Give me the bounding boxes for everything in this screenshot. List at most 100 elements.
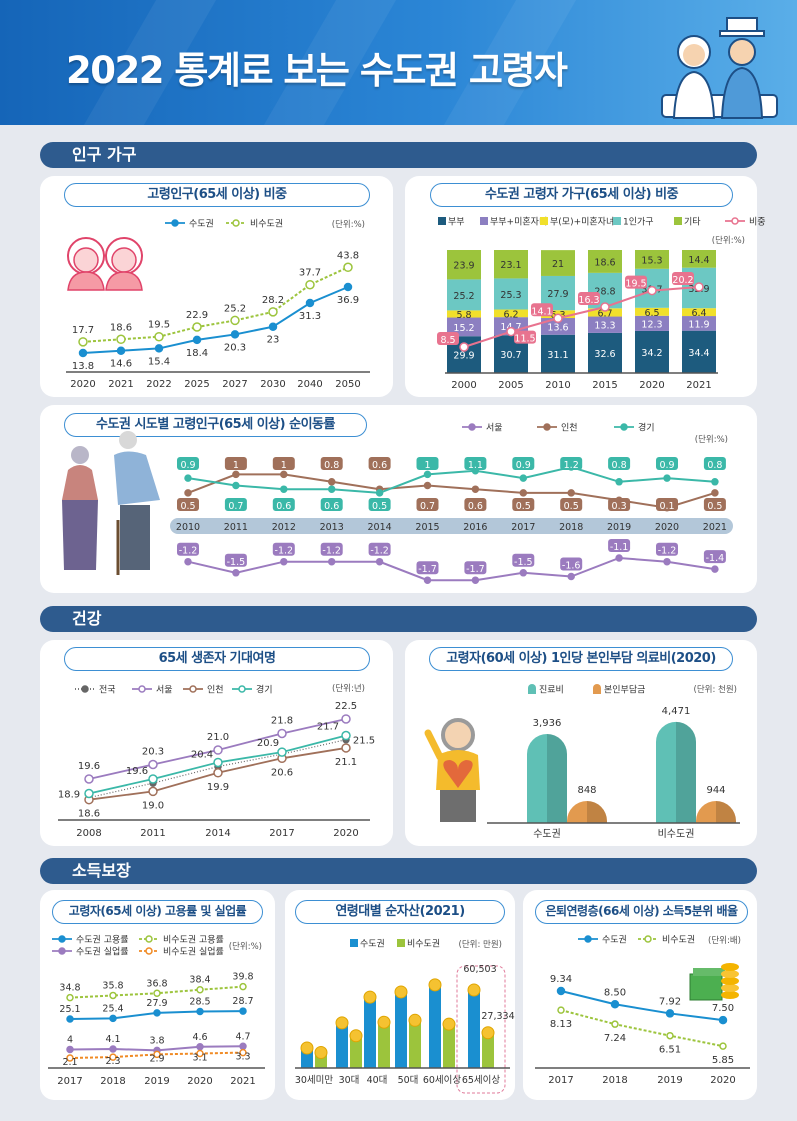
data-label-non-capital: 22.9 (186, 310, 208, 321)
ratio-label: 19.5 (625, 279, 646, 290)
coin-icon (428, 978, 442, 992)
coin-icon (442, 1017, 456, 1031)
data-label: 39.8 (232, 972, 253, 983)
data-label: 21.5 (353, 736, 375, 747)
gyeonggi-label-box (320, 498, 343, 511)
bar-segment-label: 34.4 (688, 348, 709, 359)
bar-수도권 (336, 1022, 348, 1068)
gyeonggi-label-box (512, 457, 535, 470)
bar-segment-label: 28.8 (594, 287, 615, 298)
chart-title: 연령대별 순자산(2021) (295, 900, 505, 924)
seoul-label: -1.2 (179, 546, 198, 557)
data-label: 19.6 (126, 766, 148, 777)
legend-label: 본인부담금 (604, 684, 645, 696)
data-point (611, 1020, 619, 1028)
year-strip (170, 518, 733, 534)
ratio-label: 16.3 (578, 295, 599, 306)
section-health: 건강 (40, 606, 757, 632)
chart-title: 고령자(65세 이상) 고용률 및 실업률 (52, 900, 263, 924)
data-point-non-capital (192, 322, 202, 332)
gyeonggi-label: 0.6 (324, 501, 339, 512)
incheon-label-box (656, 498, 678, 511)
incheon-label: 0.3 (612, 501, 627, 512)
data-point (665, 1009, 675, 1018)
data-point-seoul (519, 569, 528, 577)
data-point-seoul (280, 557, 288, 566)
legend-label: 수도권 실업률 (76, 946, 129, 958)
bar-segment-label: 15.2 (453, 323, 474, 334)
bar-segment (588, 250, 622, 273)
ratio-label: 20.2 (672, 275, 693, 286)
data-label: 4,471 (662, 706, 691, 717)
data-point (109, 1045, 117, 1053)
data-label: 3.3 (235, 1052, 250, 1063)
legend-marker-icon (238, 685, 246, 693)
x-tick-label: 2016 (463, 522, 487, 533)
seoul-label-box (560, 557, 583, 571)
bar-수도권 (364, 997, 376, 1068)
x-tick-label: 2021 (230, 1076, 255, 1087)
bar-segment (682, 308, 716, 317)
gyeonggi-label: 1.2 (564, 460, 579, 471)
ratio-label: 11.5 (514, 334, 535, 345)
legend-marker-icon (58, 935, 66, 943)
incheon-label-box (416, 498, 439, 511)
data-point-seoul (327, 557, 336, 566)
data-label: 25.1 (59, 1004, 80, 1015)
ratio-label: 14.1 (531, 306, 552, 317)
chart-title: 은퇴연령층(66세 이상) 소득5분위 배율 (535, 900, 748, 924)
x-tick-label: 2017 (269, 828, 294, 839)
bar-segment-label: 13.6 (547, 322, 568, 333)
incheon-label: 0.7 (420, 501, 435, 512)
data-point (341, 743, 351, 753)
unit-label: (단위:배) (708, 935, 741, 946)
data-point (239, 1042, 247, 1051)
seoul-label-box (368, 542, 391, 556)
data-label: 8.50 (604, 987, 626, 998)
gyeonggi-label: 0.8 (707, 460, 722, 471)
incheon-label: 0.8 (324, 460, 339, 471)
incheon-label: 0.5 (180, 501, 195, 512)
bar-segment (588, 308, 622, 317)
data-point-seoul (663, 557, 671, 566)
panel-life-expectancy (40, 640, 393, 846)
x-tick-label: 2022 (146, 379, 171, 390)
coin-icon (377, 1015, 391, 1029)
data-label-capital: 14.6 (110, 359, 132, 370)
data-point (109, 1014, 117, 1023)
legend-label: 진료비 (539, 685, 564, 696)
data-label: 3.1 (192, 1053, 207, 1064)
bar-segment-label: 29.9 (453, 351, 474, 362)
data-point-non-capital (116, 334, 126, 345)
seoul-label: -1.6 (562, 561, 581, 572)
incheon-label-box (368, 457, 391, 470)
bar-segment (447, 279, 481, 311)
incheon-label-box (464, 498, 487, 511)
data-point-incheon (471, 485, 480, 493)
data-label: 18.9 (58, 789, 80, 800)
gyeonggi-label-box (368, 498, 391, 511)
seoul-label: -1.7 (418, 564, 437, 575)
x-tick-label: 2020 (70, 379, 95, 390)
data-point (153, 1009, 161, 1017)
incheon-label-box (703, 498, 726, 511)
data-point-gyeonggi (615, 478, 623, 486)
incheon-label: 0.1 (659, 501, 674, 512)
bar-segment-label: 30.7 (500, 350, 521, 361)
data-point-seoul (567, 572, 575, 581)
x-tick-label: 2020 (710, 1075, 735, 1086)
x-tick-label: 2012 (272, 522, 296, 533)
data-point (341, 714, 351, 724)
data-label: 7.92 (659, 996, 681, 1007)
data-point-capital (154, 344, 164, 353)
seoul-label-box (320, 542, 343, 556)
x-tick-label: 30대 (339, 1075, 360, 1086)
chart-title: 수도권 고령자 가구(65세 이상) 비중 (430, 183, 733, 207)
legend-marker-icon (232, 219, 240, 227)
data-point-seoul (184, 557, 192, 566)
bar-segment (447, 310, 481, 318)
bar-segment (635, 250, 669, 269)
ratio-label-box (514, 330, 536, 344)
data-point (148, 774, 158, 784)
